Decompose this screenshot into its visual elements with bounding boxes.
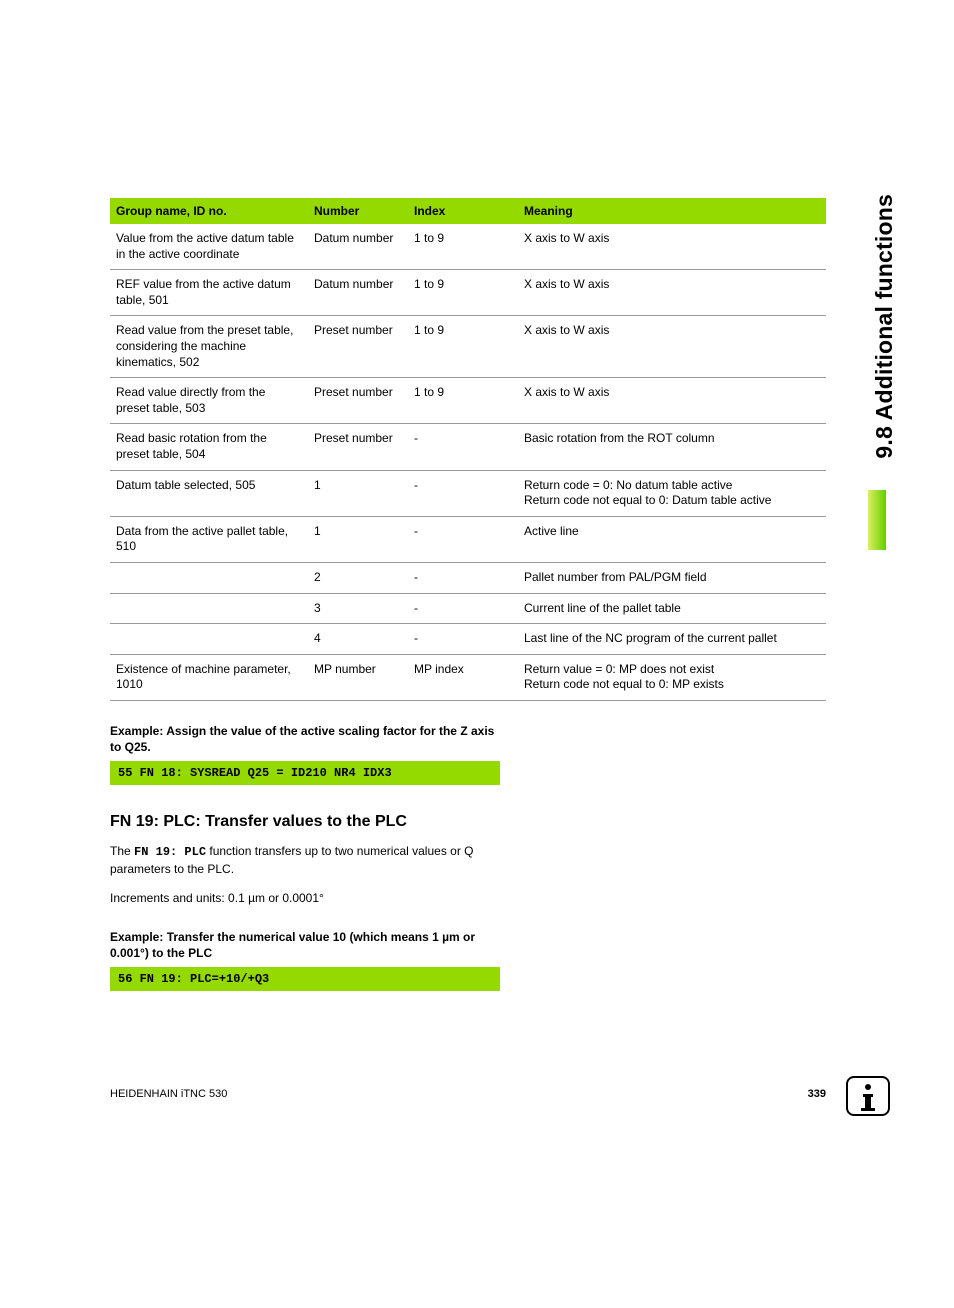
example2-label: Example: Transfer the numerical value 10… [110, 929, 500, 961]
example2-code: 56 FN 19: PLC=+10/+Q3 [110, 967, 500, 991]
table-cell: - [408, 562, 518, 593]
para1-mono: FN 19: PLC [134, 845, 206, 859]
fn19-paragraph1: The FN 19: PLC function transfers up to … [110, 843, 500, 878]
table-row: Read value directly from the preset tabl… [110, 378, 826, 424]
side-tab-marker [868, 490, 886, 550]
col-index: Index [408, 198, 518, 224]
page-footer: HEIDENHAIN iTNC 530 339 [110, 1088, 826, 1100]
example1-label: Example: Assign the value of the active … [110, 723, 500, 755]
table-row: 3-Current line of the pallet table [110, 593, 826, 624]
table-cell: 3 [308, 593, 408, 624]
col-meaning: Meaning [518, 198, 826, 224]
footer-product: HEIDENHAIN iTNC 530 [110, 1088, 227, 1100]
col-number: Number [308, 198, 408, 224]
table-cell: MP number [308, 654, 408, 700]
table-cell: Last line of the NC program of the curre… [518, 624, 826, 655]
table-cell: 1 to 9 [408, 224, 518, 270]
table-row: REF value from the active datum table, 5… [110, 270, 826, 316]
table-cell: Value from the active datum table in the… [110, 224, 308, 270]
page-content: Group name, ID no. Number Index Meaning … [0, 0, 844, 991]
table-cell: Basic rotation from the ROT column [518, 424, 826, 470]
table-row: Data from the active pallet table, 5101-… [110, 516, 826, 562]
table-row: Datum table selected, 5051-Return code =… [110, 470, 826, 516]
table-row: 2-Pallet number from PAL/PGM field [110, 562, 826, 593]
table-cell: Current line of the pallet table [518, 593, 826, 624]
table-cell: X axis to W axis [518, 316, 826, 378]
table-cell: - [408, 516, 518, 562]
side-section-heading: 9.8 Additional functions [871, 194, 898, 459]
fn19-paragraph2: Increments and units: 0.1 µm or 0.0001° [110, 890, 500, 907]
table-cell: - [408, 593, 518, 624]
table-cell: 1 to 9 [408, 316, 518, 378]
table-cell: Active line [518, 516, 826, 562]
table-cell: Preset number [308, 378, 408, 424]
table-cell: X axis to W axis [518, 378, 826, 424]
section-heading-fn19: FN 19: PLC: Transfer values to the PLC [110, 813, 772, 831]
table-row: Read value from the preset table, consid… [110, 316, 826, 378]
table-cell: - [408, 470, 518, 516]
sysdata-table: Group name, ID no. Number Index Meaning … [110, 198, 826, 701]
table-cell: Read value directly from the preset tabl… [110, 378, 308, 424]
table-row: Value from the active datum table in the… [110, 224, 826, 270]
info-icon [846, 1076, 890, 1116]
table-cell: - [408, 624, 518, 655]
col-group: Group name, ID no. [110, 198, 308, 224]
table-cell: REF value from the active datum table, 5… [110, 270, 308, 316]
table-body: Value from the active datum table in the… [110, 224, 826, 700]
table-cell: Datum number [308, 270, 408, 316]
table-cell: Pallet number from PAL/PGM field [518, 562, 826, 593]
table-cell: Data from the active pallet table, 510 [110, 516, 308, 562]
table-cell: 1 to 9 [408, 270, 518, 316]
table-cell: Read basic rotation from the preset tabl… [110, 424, 308, 470]
table-header-row: Group name, ID no. Number Index Meaning [110, 198, 826, 224]
example1-code: 55 FN 18: SYSREAD Q25 = ID210 NR4 IDX3 [110, 761, 500, 785]
table-cell: Datum table selected, 505 [110, 470, 308, 516]
table-cell: 4 [308, 624, 408, 655]
table-cell: Return value = 0: MP does not existRetur… [518, 654, 826, 700]
table-cell: Return code = 0: No datum table activeRe… [518, 470, 826, 516]
table-cell: MP index [408, 654, 518, 700]
table-cell: Preset number [308, 316, 408, 378]
table-cell: 1 to 9 [408, 378, 518, 424]
info-icon-dot [865, 1084, 871, 1090]
table-cell: Datum number [308, 224, 408, 270]
table-cell [110, 624, 308, 655]
table-cell: 1 [308, 470, 408, 516]
table-cell: X axis to W axis [518, 270, 826, 316]
para1-pre: The [110, 844, 134, 858]
table-row: 4-Last line of the NC program of the cur… [110, 624, 826, 655]
table-cell: 1 [308, 516, 408, 562]
table-cell: X axis to W axis [518, 224, 826, 270]
table-cell: - [408, 424, 518, 470]
info-icon-serif-bot [861, 1108, 875, 1111]
table-cell: Existence of machine parameter, 1010 [110, 654, 308, 700]
table-row: Read basic rotation from the preset tabl… [110, 424, 826, 470]
table-cell: Read value from the preset table, consid… [110, 316, 308, 378]
table-row: Existence of machine parameter, 1010MP n… [110, 654, 826, 700]
table-cell: 2 [308, 562, 408, 593]
footer-page-number: 339 [808, 1088, 826, 1100]
table-cell [110, 562, 308, 593]
table-cell: Preset number [308, 424, 408, 470]
table-cell [110, 593, 308, 624]
